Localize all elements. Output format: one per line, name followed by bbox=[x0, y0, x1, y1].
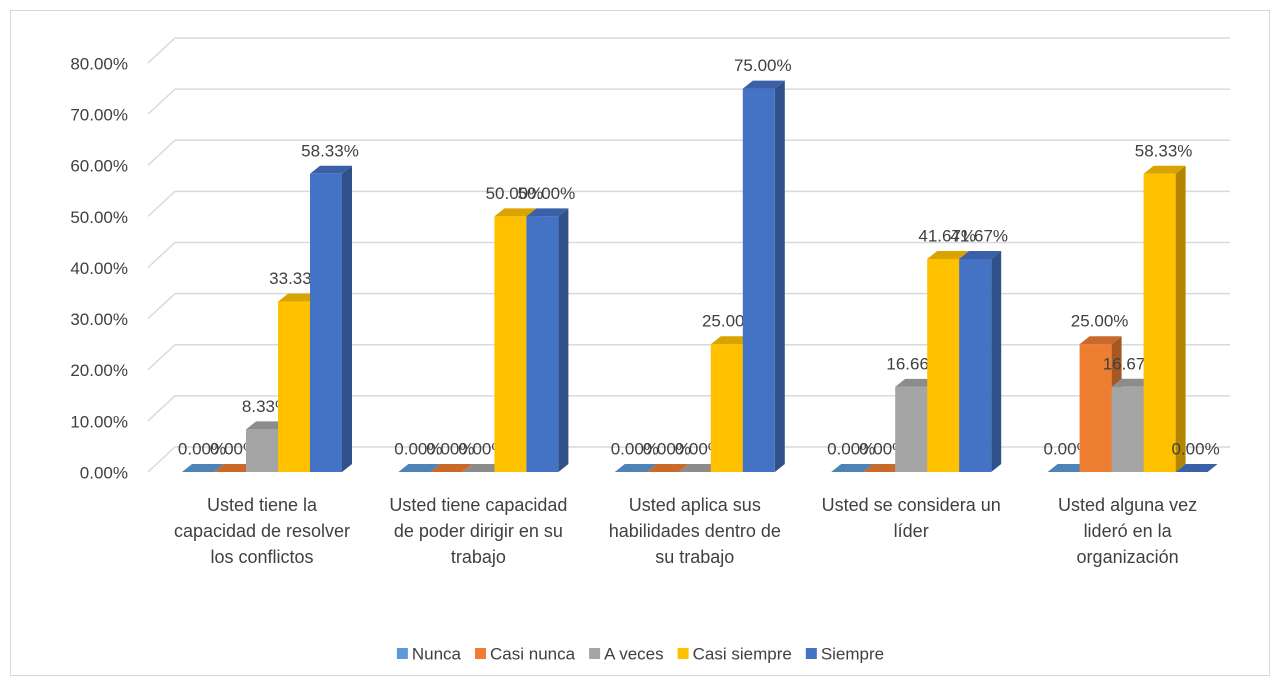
legend-label: Siempre bbox=[821, 644, 884, 663]
y-tick-label: 10.00% bbox=[70, 412, 128, 431]
y-tick-label: 70.00% bbox=[70, 106, 128, 125]
data-label: 50.00% bbox=[486, 184, 544, 203]
x-tick-label: Usted alguna vez lideró en la organizaci… bbox=[1058, 495, 1198, 567]
bar-side bbox=[1175, 165, 1186, 472]
bar-top bbox=[863, 464, 906, 472]
x-tick-label: Usted tiene la capacidad de resolver los… bbox=[173, 495, 351, 567]
bar bbox=[1111, 386, 1144, 472]
y-tick-label: 50.00% bbox=[70, 208, 128, 227]
bar bbox=[278, 301, 310, 472]
grid-line bbox=[147, 292, 1230, 320]
bar-top bbox=[310, 165, 352, 174]
data-label: 0.00% bbox=[426, 439, 474, 458]
bar-side bbox=[558, 208, 569, 472]
bar-top bbox=[494, 208, 537, 217]
data-label: 50.00% bbox=[518, 184, 576, 203]
bar-top bbox=[710, 336, 753, 345]
grid-line bbox=[147, 190, 1230, 217]
data-label: 25.00% bbox=[1071, 312, 1129, 331]
bar bbox=[494, 216, 527, 472]
y-tick-label: 20.00% bbox=[70, 361, 128, 380]
bar-top bbox=[214, 464, 256, 472]
bar bbox=[710, 344, 743, 472]
bar-top bbox=[182, 464, 224, 472]
grid-line bbox=[147, 395, 1230, 422]
bar-top bbox=[398, 464, 441, 472]
data-label: 75.00% bbox=[734, 56, 792, 75]
legend-swatch bbox=[805, 648, 817, 659]
bar-top bbox=[927, 250, 970, 259]
y-tick-label: 60.00% bbox=[70, 157, 128, 176]
bar-side bbox=[991, 250, 1002, 472]
legend-swatch bbox=[589, 648, 601, 659]
bar-top bbox=[895, 378, 938, 387]
legend: Nunca Casi nunca A veces Casi siempre Siempr… bbox=[396, 644, 884, 663]
bar-top bbox=[1143, 165, 1186, 174]
chart-frame bbox=[10, 10, 1270, 676]
grid-line bbox=[147, 37, 1230, 64]
x-tick-label: Usted aplica sus habilidades dentro de s… bbox=[608, 495, 781, 567]
data-label: 0.00% bbox=[394, 439, 442, 458]
legend-label: Casi nunca bbox=[490, 644, 576, 663]
bar-top bbox=[614, 464, 657, 472]
data-label: 0.00% bbox=[178, 439, 226, 458]
bar-top bbox=[246, 421, 288, 430]
bar-side bbox=[774, 80, 785, 472]
data-label: 41.67% bbox=[950, 226, 1008, 245]
bar bbox=[1143, 173, 1176, 472]
bar-top bbox=[526, 208, 569, 217]
x-tick-label: Usted tiene capacidad de poder dirigir e… bbox=[389, 495, 568, 567]
legend-swatch bbox=[677, 648, 689, 659]
grid-line bbox=[147, 139, 1230, 166]
data-label: 0.00% bbox=[1171, 439, 1219, 458]
x-tick-label: Usted se considera un líder bbox=[821, 495, 1001, 541]
bar bbox=[927, 258, 960, 472]
bar bbox=[959, 258, 992, 472]
bar-side bbox=[342, 165, 352, 472]
bar-top bbox=[646, 464, 689, 472]
grid-line bbox=[147, 241, 1230, 269]
bar-top bbox=[1047, 464, 1090, 472]
grid-line bbox=[147, 446, 1230, 473]
bar-top bbox=[831, 464, 874, 472]
legend-label: Nunca bbox=[412, 644, 462, 663]
bar bbox=[895, 386, 928, 472]
bar-top bbox=[678, 464, 721, 472]
data-label: 0.00% bbox=[827, 439, 875, 458]
data-label: 58.33% bbox=[1135, 141, 1193, 160]
data-label: 0.00% bbox=[643, 439, 691, 458]
y-tick-label: 80.00% bbox=[70, 54, 128, 73]
y-tick-label: 30.00% bbox=[70, 310, 128, 329]
data-label: 58.33% bbox=[301, 141, 359, 160]
bar-top bbox=[278, 293, 320, 302]
legend-swatch bbox=[475, 648, 487, 659]
bar bbox=[246, 429, 278, 472]
bar-top bbox=[1111, 378, 1154, 387]
legend-label: Casi siempre bbox=[693, 644, 792, 663]
y-tick-label: 40.00% bbox=[70, 259, 128, 278]
bar-top bbox=[1175, 464, 1218, 472]
grid-line bbox=[147, 88, 1230, 115]
bar-top bbox=[959, 250, 1002, 259]
legend-swatch bbox=[396, 648, 408, 659]
bar-top bbox=[430, 464, 473, 472]
y-tick-label: 0.00% bbox=[80, 463, 128, 482]
data-label: 0.00% bbox=[611, 439, 659, 458]
bar-top bbox=[1079, 336, 1122, 345]
bar bbox=[526, 216, 559, 472]
bar bbox=[310, 173, 342, 472]
bar-top bbox=[742, 80, 785, 89]
grid-line bbox=[147, 344, 1230, 371]
bar bbox=[742, 88, 775, 472]
bar bbox=[1079, 344, 1112, 472]
data-label: 41.67% bbox=[918, 226, 976, 245]
bar-top bbox=[462, 464, 505, 472]
legend-label: A veces bbox=[604, 644, 664, 663]
